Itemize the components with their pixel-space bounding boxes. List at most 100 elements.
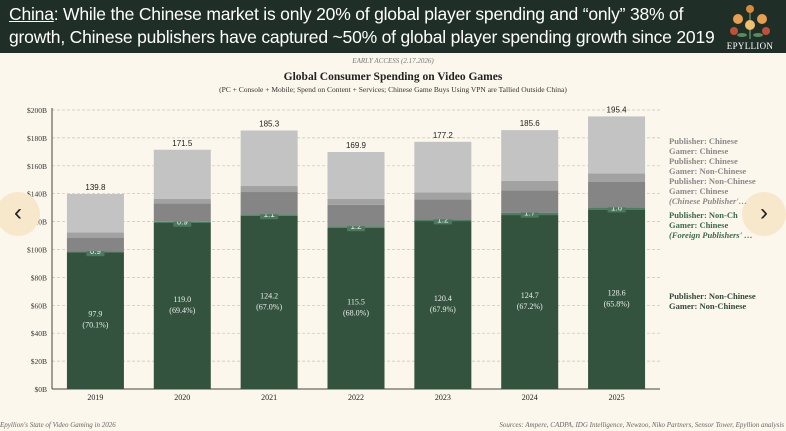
bar-value-label: 124.7 (521, 291, 539, 300)
x-tick-label: 2024 (522, 393, 538, 402)
headline-lead: China (9, 4, 54, 24)
chart-title: Global Consumer Spending on Video Games (283, 71, 503, 83)
headline-text: : While the Chinese market is only 20% o… (9, 4, 715, 47)
bar-total-label: 195.4 (607, 105, 628, 114)
bar-segment (240, 192, 298, 215)
bar-value-label: 120.4 (434, 294, 452, 303)
legend-item: Publisher: Non-Ch Gamer: Chinese (Foreign … (669, 210, 753, 240)
floral-icon (730, 5, 770, 39)
stripe-value-label: 1.2 (437, 215, 449, 224)
bar-percent-label: (65.8%) (604, 299, 630, 308)
bar-segment (501, 190, 559, 213)
bar-segment (327, 151, 385, 199)
previous-slide-button[interactable]: ‹ (0, 192, 40, 236)
legend-item: Publisher: Non-Chinese Gamer: Chinese (Chi… (669, 176, 756, 206)
bar-segment (588, 209, 646, 389)
bar-value-label: 119.0 (173, 295, 191, 304)
legend-label: Publisher: Non-Chinese (669, 176, 756, 186)
bar-percent-label: (67.2%) (517, 302, 543, 311)
stripe-value-label: 1.7 (524, 209, 536, 218)
bar-segment (66, 232, 124, 238)
legend-label: Publisher: Non-Ch (669, 210, 738, 220)
legend-label: Gamer: Non-Chinese (669, 301, 747, 311)
legend-label: Gamer: Chinese (669, 220, 729, 230)
stripe-value-label: 0.9 (90, 247, 102, 256)
legend-item: Publisher: Chinese Gamer: Chinese (669, 136, 738, 156)
bar-segment (588, 116, 646, 174)
legend-label: Publisher: Chinese (669, 156, 738, 166)
bar-percent-label: (67.9%) (430, 305, 456, 314)
bar-percent-label: (68.0%) (343, 308, 369, 317)
header-banner: China: While the Chinese market is only … (0, 0, 786, 53)
legend-label: Publisher: Chinese (669, 136, 738, 146)
y-tick-label: $160B (27, 162, 47, 171)
chevron-left-icon: ‹ (14, 199, 22, 226)
stripe-label-badge (86, 246, 105, 257)
legend-label: (Chinese Publisher'… (669, 196, 748, 206)
bar-segment (240, 130, 298, 187)
bar-segment (414, 192, 472, 200)
footer-left: Epyllion's State of Video Gaming in 2026 (0, 421, 116, 429)
bar-segment (153, 198, 211, 204)
stripe-value-label: 1.1 (264, 210, 276, 219)
bar-total-label: 171.5 (172, 139, 193, 148)
x-tick-label: 2021 (261, 393, 277, 402)
bar-percent-label: (69.4%) (169, 306, 195, 315)
bar-segment (240, 186, 298, 193)
y-tick-label: $200B (27, 106, 47, 115)
bar-segment (66, 237, 124, 252)
y-tick-label: $80B (31, 273, 47, 282)
bar-segment (153, 203, 211, 222)
next-slide-button[interactable]: › (742, 192, 786, 236)
bar-total-label: 139.8 (85, 183, 106, 192)
y-tick-label: $40B (31, 329, 47, 338)
bar-segment (327, 204, 385, 227)
bar-value-label: 97.9 (88, 310, 102, 319)
stripe-value-label: 1.2 (350, 222, 362, 231)
legend-label: Gamer: Chinese (669, 186, 729, 196)
bar-segment (66, 193, 124, 233)
bar-segment (501, 215, 559, 389)
legend-label: Gamer: Non-Chinese (669, 166, 747, 176)
stripe-value-label: 0.9 (177, 218, 189, 227)
bar-percent-label: (67.0%) (256, 302, 282, 311)
x-tick-label: 2023 (435, 393, 451, 402)
legend-label: Publisher: Non-Chinese (669, 291, 756, 301)
logo-text: EPYLLION (726, 41, 774, 51)
bar-value-label: 115.5 (347, 297, 365, 306)
headline: China: While the Chinese market is only … (9, 3, 721, 49)
bar-total-label: 177.2 (433, 131, 454, 140)
legend-item: Publisher: Non-Chinese Gamer: Non-Chinese (669, 291, 756, 311)
bar-segment (327, 227, 385, 389)
y-tick-label: $140B (27, 190, 47, 199)
legend-item: Publisher: Chinese Gamer: Non-Chinese (669, 156, 746, 176)
bar-value-label: 128.6 (608, 288, 626, 297)
bar-segment (66, 252, 124, 389)
chart-subtitle: (PC + Console + Mobile; Spend on Content… (219, 85, 567, 94)
y-tick-label: $20B (31, 357, 47, 366)
bar-segment (501, 130, 559, 181)
bar-total-label: 185.3 (259, 120, 280, 129)
y-tick-label: $180B (27, 134, 47, 143)
footer-sources: Sources: Ampere, CADPA, IDG Intelligence… (499, 421, 784, 429)
bar-segment (327, 198, 385, 205)
epyllion-logo: EPYLLION (720, 1, 780, 53)
bar-segment (501, 180, 559, 191)
x-tick-label: 2025 (609, 393, 625, 402)
bar-segment (153, 222, 211, 389)
bar-total-label: 169.9 (346, 141, 367, 150)
early-access-label: EARLY ACCESS (2.17.2026) (352, 57, 434, 65)
bar-segment (414, 141, 472, 193)
x-tick-label: 2019 (87, 393, 103, 402)
bar-percent-label: (70.1%) (82, 321, 108, 330)
y-tick-label: $0B (34, 385, 47, 394)
x-tick-label: 2022 (348, 393, 364, 402)
chevron-right-icon: › (760, 199, 768, 226)
x-tick-label: 2020 (174, 393, 190, 402)
bar-segment (414, 221, 472, 389)
stripe-value-label: 1.6 (611, 203, 623, 212)
bar-segment (588, 181, 646, 208)
legend-label: (Foreign Publishers' … (669, 230, 753, 240)
bar-segment (414, 199, 472, 220)
